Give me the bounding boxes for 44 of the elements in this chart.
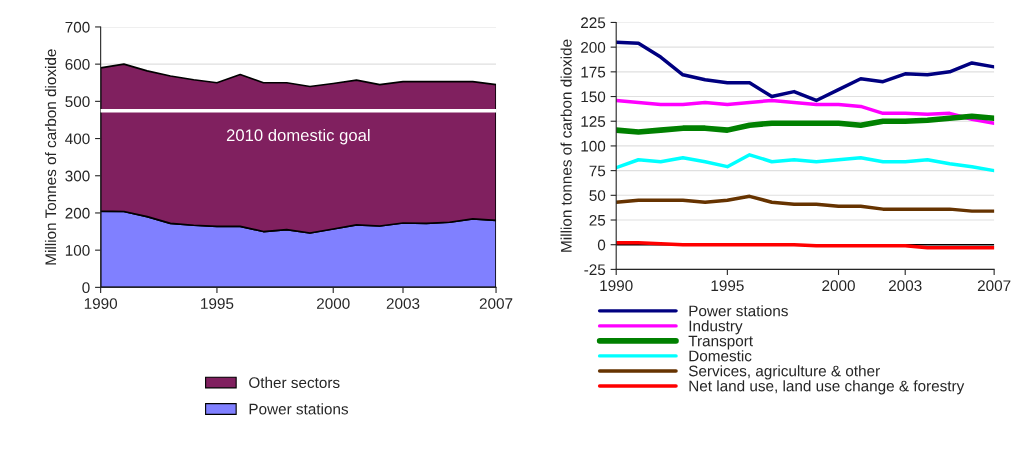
x-tick-label: 2003 (386, 298, 420, 309)
x-tick-label: 2007 (479, 298, 513, 309)
y-tick-label: 75 (589, 165, 606, 177)
y-tick-label: 100 (65, 245, 90, 256)
legend-label: Industry (689, 320, 743, 335)
y-tick-label: 125 (581, 116, 606, 127)
x-tick-label: 1990 (84, 298, 118, 309)
line-series (616, 194, 995, 213)
legend-label: Power stations (249, 403, 349, 415)
ref-line-label: 2010 domestic goal (226, 128, 370, 145)
line-series (616, 98, 995, 125)
y-tick-label: 25 (589, 214, 606, 226)
y-tick-label: 150 (581, 91, 606, 103)
y-tick-label: -25 (584, 264, 606, 276)
legend-label: Power stations (689, 305, 788, 317)
y-tick-label: 100 (581, 140, 606, 152)
y-tick-label: 200 (65, 207, 90, 219)
x-tick-label: 2000 (317, 298, 350, 309)
x-tick-label: 1995 (201, 298, 234, 309)
y-tick-label: 0 (82, 282, 90, 294)
x-tick-label: 2007 (977, 280, 1011, 292)
y-tick-label: 175 (581, 66, 606, 78)
legend-label: Other sectors (249, 376, 340, 389)
y-tick-label: 500 (65, 96, 90, 108)
x-tick-label: 1995 (711, 280, 744, 292)
y-tick-label: 700 (65, 21, 90, 33)
y-tick-label: 400 (65, 133, 90, 145)
x-tick-label: 2003 (888, 280, 922, 292)
y-tick-label: 600 (65, 59, 90, 70)
y-tick-label: 50 (589, 190, 606, 201)
line-series (616, 40, 995, 103)
y-tick-label: 0 (597, 239, 606, 251)
x-tick-label: 2000 (822, 280, 855, 292)
y-axis-title: Million Tonnes of carbon dioxide (44, 49, 57, 265)
y-tick-label: 225 (581, 17, 606, 29)
legend-label: Transport (688, 335, 753, 350)
x-tick-label: 1990 (600, 280, 633, 292)
legend-label: Net land use, land use change & forestry (689, 380, 965, 395)
y-tick-label: 300 (65, 170, 90, 182)
legend-label: Services, agriculture & other (688, 365, 880, 380)
y-axis-title: Million tonnes of carbon dioxide (560, 39, 572, 252)
y-tick-label: 200 (581, 42, 606, 53)
line-series (616, 153, 995, 173)
legend-label: Domestic (689, 350, 752, 362)
